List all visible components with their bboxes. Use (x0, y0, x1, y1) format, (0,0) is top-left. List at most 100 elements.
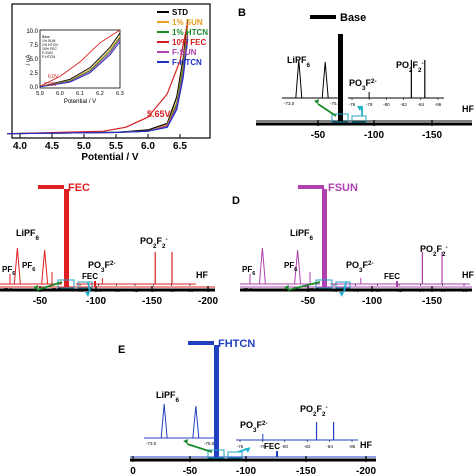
inset-tick-label: -84 (326, 444, 333, 449)
zoom-box (335, 281, 351, 289)
x-tick-label: -100 (362, 296, 382, 307)
zoom-box (351, 115, 367, 123)
inset-xtick: 6.1 (76, 91, 84, 97)
inset-tick-label: -86 (435, 102, 442, 107)
legend-label: FHTCN (218, 338, 255, 350)
inset-tick-label: -78 (352, 288, 359, 293)
po3f-label: PO3F2- (88, 260, 116, 274)
po3f-label: PO3F2- (349, 78, 377, 92)
inset-tick-label: -88 (461, 288, 468, 293)
zoom-arrow (186, 443, 213, 453)
arrow-head (314, 99, 319, 104)
zoom-box (227, 451, 243, 459)
inset-phosphates: -76 -78 -80 -82 -84 -86 (236, 422, 358, 449)
legend-fsun: F-SUN (172, 48, 197, 57)
inset-legend: F-SUN (42, 51, 53, 55)
a-xtick-label: 6.0 (141, 141, 155, 152)
po3f-label: PO3F2- (346, 260, 374, 274)
inset-tick-label: -76 (349, 102, 356, 107)
zoom-arrow (317, 103, 337, 117)
inset-tick-label: -82 (400, 102, 407, 107)
x-tick-label: 0 (130, 466, 136, 474)
inset-tick-label: -84 (417, 288, 424, 293)
inset-tick-label: -75.0 (2, 287, 13, 292)
panel-a-annotation: 5.65V (147, 109, 171, 119)
arrow-head (245, 448, 250, 453)
inset-tick-label: -82 (396, 288, 403, 293)
a-xtick-label: 6.5 (173, 141, 187, 152)
inset-ytick: 2.5 (30, 71, 39, 77)
series-line-10-fec (7, 22, 189, 135)
inset-series-line (39, 29, 121, 87)
inset-series-line (39, 32, 121, 88)
inset-lipf6: -73.0 -75.5 (144, 403, 216, 446)
main-peak (64, 189, 69, 287)
lipf6-label: LiPF6 (290, 228, 314, 242)
inset-tick-label: -75.5 (330, 101, 341, 106)
fec-label: FEC (264, 442, 280, 451)
panel-d: D FSUN -50 -100 -150 HF FEC -73.0 -75.5 LiPF6 PF6 P… (232, 182, 474, 307)
zoom-box (77, 281, 93, 289)
inset-tick-label: -84 (418, 102, 425, 107)
lipf6-doublet (0, 247, 62, 285)
x-tick-label: -200 (356, 466, 376, 474)
inset-tick-label: -86 (349, 444, 356, 449)
legend-label: FEC (68, 182, 90, 194)
series-line-f-htcn (7, 38, 189, 135)
arrow-head (284, 285, 289, 290)
x-tick-label: -150 (296, 466, 316, 474)
inset-tick-label: -75.5 (50, 287, 61, 292)
x-tick-label: -150 (422, 130, 442, 141)
inset-xtick: 6.3 (116, 91, 124, 97)
x-tick-label: -100 (236, 466, 256, 474)
inset-tick-label: -73.0 (242, 287, 253, 292)
inset-tick-label: -80 (374, 288, 381, 293)
legend-std: STD (172, 8, 188, 17)
hf-label: HF (196, 270, 208, 280)
zoom-box (331, 113, 349, 123)
x-tick-label: -100 (86, 296, 106, 307)
inset-phosphates: -76 -78 -80 -82 -84 -86 (348, 60, 444, 107)
main-peak (322, 189, 327, 287)
panel-a-curves (7, 19, 189, 135)
po2f2-label: PO2F2- (300, 404, 328, 418)
panel-a-frame (11, 3, 211, 139)
inset-tick-label: -78 (366, 102, 373, 107)
zoom-arrow (36, 281, 63, 291)
lipf6-doublet (144, 403, 216, 439)
inset-legend: 1% HTCN (42, 43, 58, 47)
inset-tick-label: -80 (113, 288, 120, 293)
legend-fhtcn: F-HTCN (172, 58, 202, 67)
inset-tick-label: -86 (168, 288, 175, 293)
inset-series-line (39, 41, 121, 88)
panel-letter: D (232, 195, 240, 207)
inset-lipf6: -73.0 -75.5 (282, 59, 342, 106)
inset-ytick: 5.0 (30, 57, 39, 63)
inset-tick-label: -86 (439, 288, 446, 293)
pf6-label: PF6 (22, 261, 35, 273)
inset-tick-label: -76 (77, 288, 84, 293)
inset-ytick: 7.5 (30, 43, 39, 49)
x-tick-label: -150 (422, 296, 442, 307)
x-tick-label: -200 (198, 296, 218, 307)
inset-tick-label: -80 (282, 444, 289, 449)
lipf6-label: LiPF6 (16, 228, 40, 242)
panel-letter: B (238, 7, 246, 19)
legend-1sun: 1% SUN (172, 18, 203, 27)
pf6-label: PF6 (2, 265, 15, 277)
inset-legend: F-HTCN (42, 55, 55, 59)
hf-label: HF (462, 104, 474, 114)
arrow-head (85, 292, 90, 297)
inset-tick-label: -78 (259, 444, 266, 449)
inset-ytick: 0.0 (30, 85, 39, 91)
inset-lipf6: -73.0 -75.5 (240, 247, 320, 292)
fec-peak (276, 451, 278, 457)
inset-legend: 1% SUN (42, 39, 56, 43)
inset-phosphates: -76 -78 -80 -82 -84 -86 -88 (76, 252, 196, 293)
arrow-head (183, 439, 189, 444)
lipf6-doublet (282, 59, 342, 99)
po2f2-label: PO2F2- (396, 60, 424, 74)
x-tick-label: -100 (364, 130, 384, 141)
